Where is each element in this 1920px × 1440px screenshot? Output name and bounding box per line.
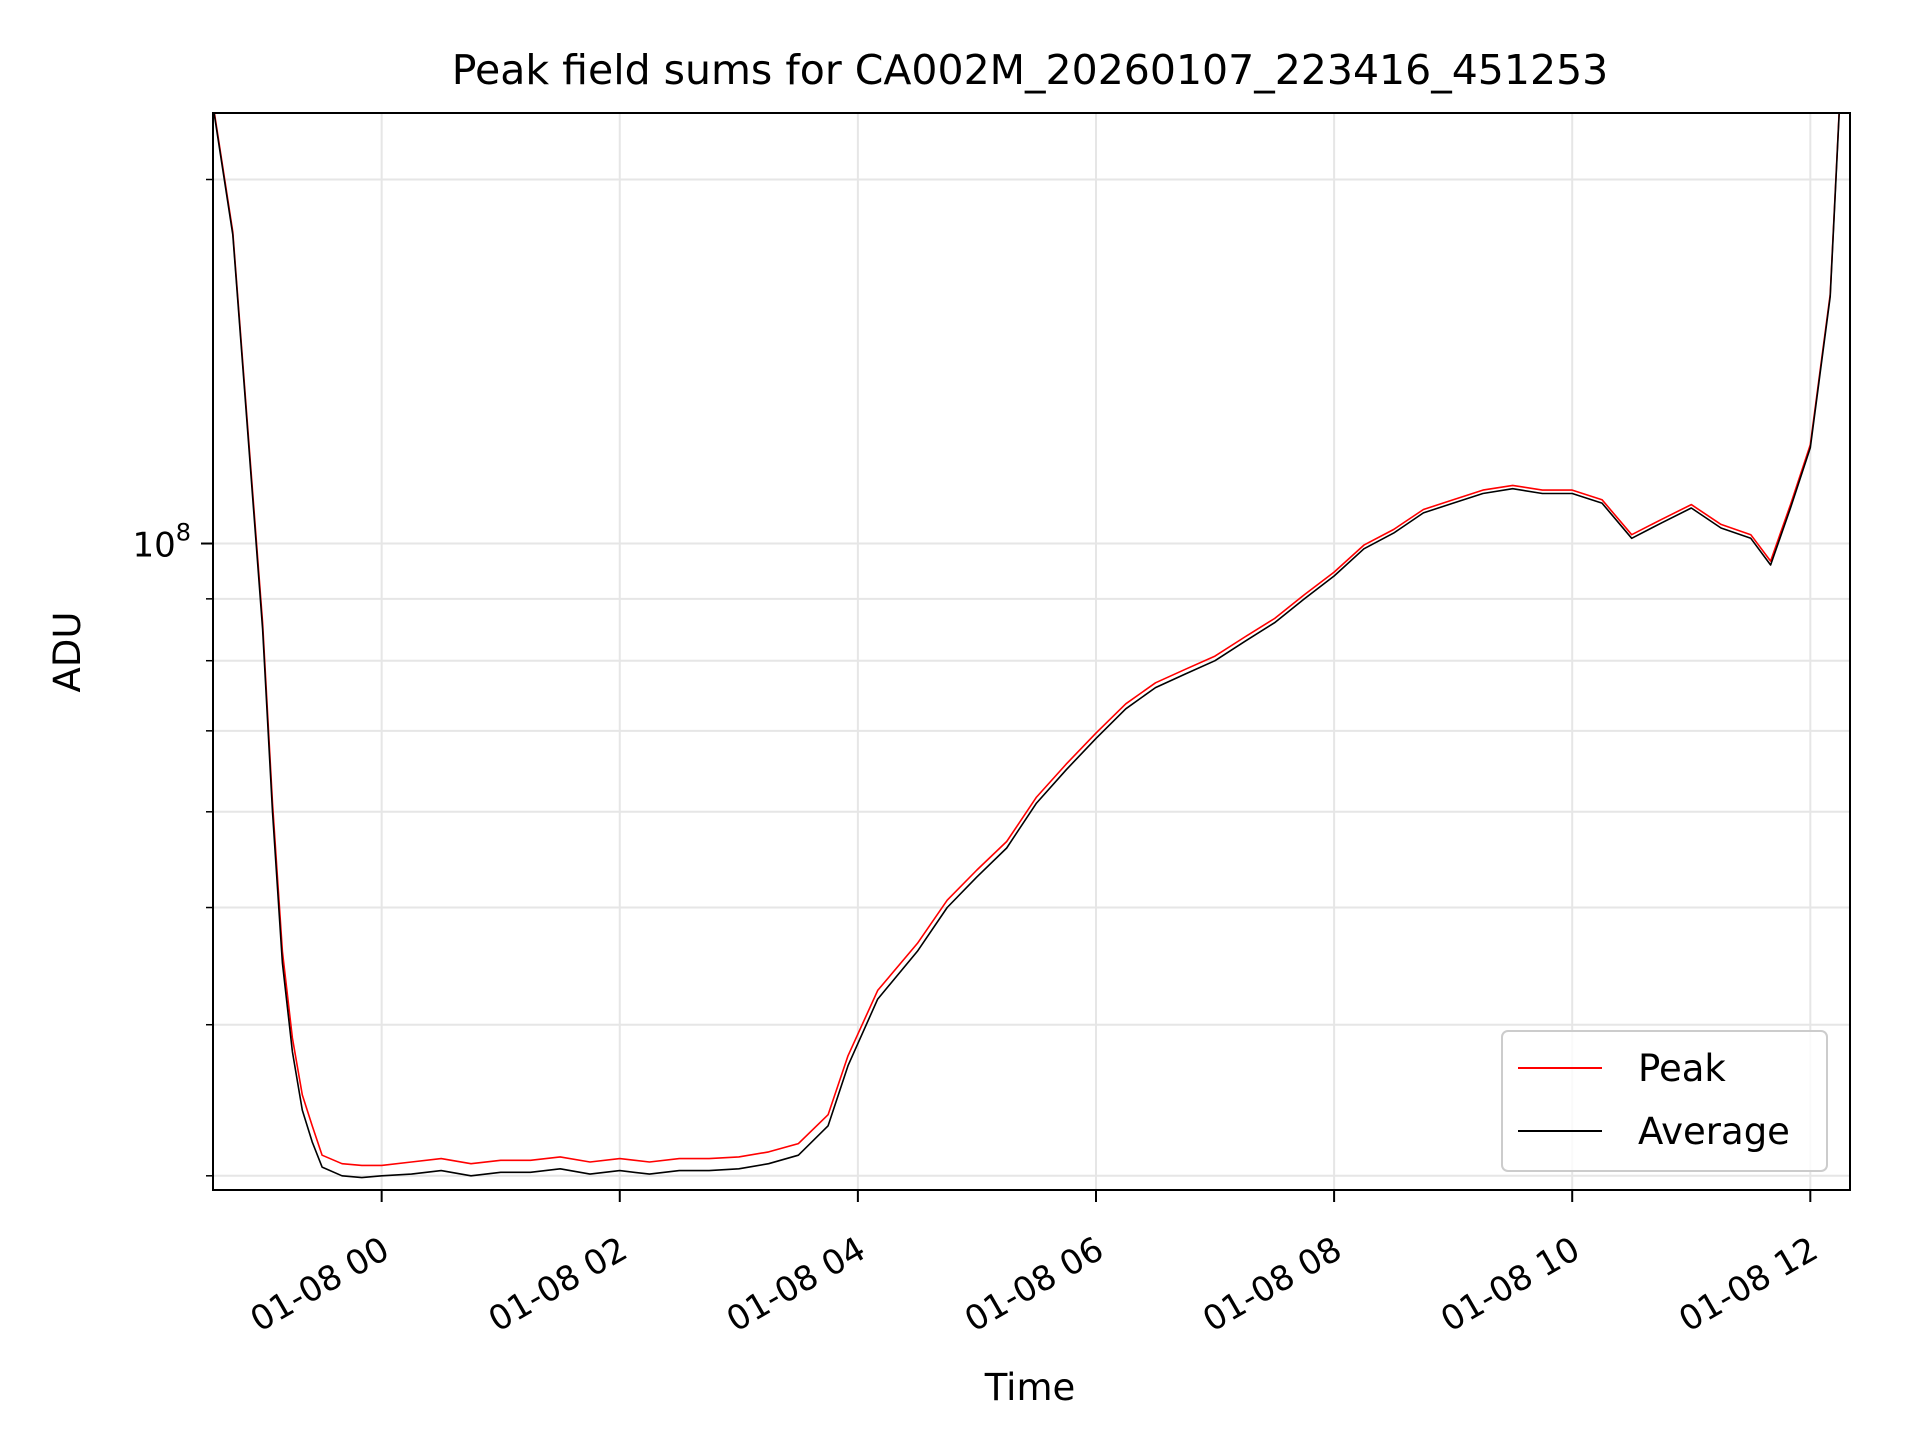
legend-box	[1501, 1030, 1828, 1172]
y-axis: 108	[132, 178, 213, 1177]
series-line-average	[213, 113, 1841, 1179]
legend: Peak Average	[1501, 1030, 1828, 1172]
x-axis-label: Time	[984, 1366, 1076, 1409]
plot-frame	[212, 112, 1851, 1191]
data-lines	[213, 113, 1841, 1179]
grid	[213, 113, 1850, 1190]
y-axis-label: ADU	[46, 612, 89, 693]
legend-label-average: Average	[1638, 1110, 1790, 1153]
series-line-peak	[213, 113, 1840, 1167]
legend-label-peak: Peak	[1638, 1047, 1726, 1090]
y-tick-label: 108	[132, 519, 191, 566]
chart-title: Peak field sums for CA002M_20260107_2234…	[452, 46, 1609, 94]
